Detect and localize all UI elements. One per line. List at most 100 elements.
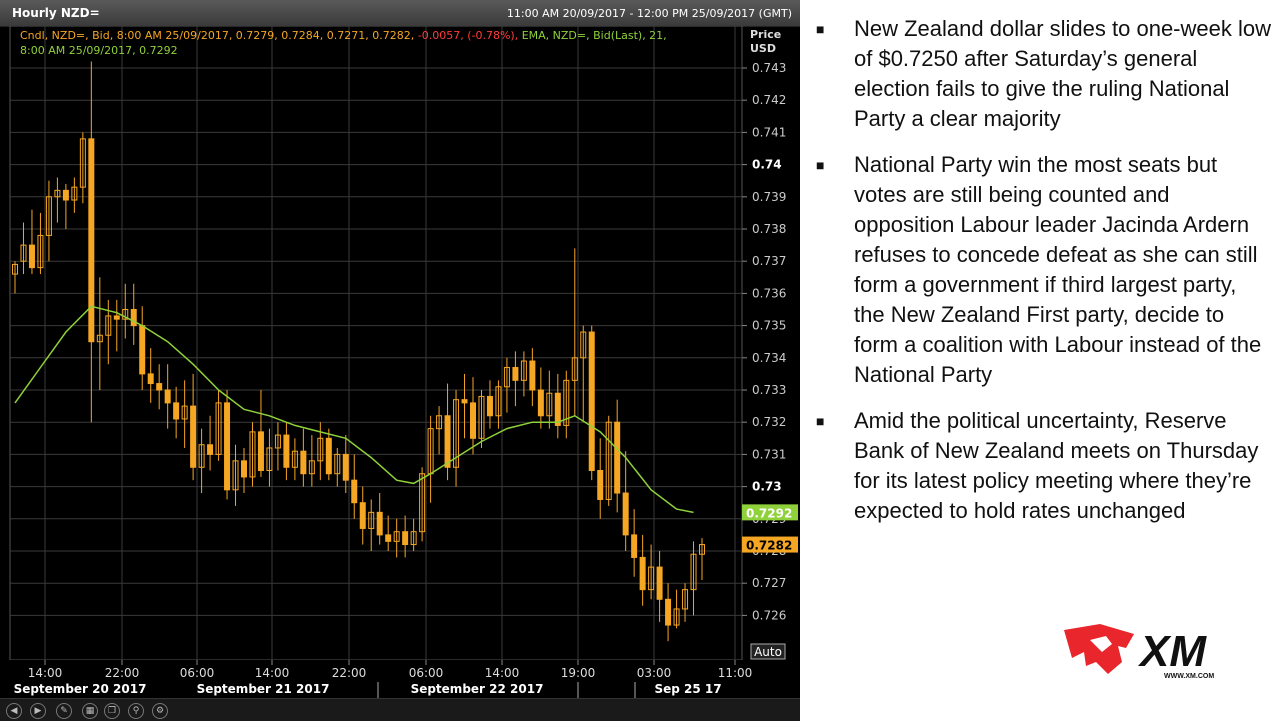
bullet-marker-icon: ■ [816,21,825,37]
candle-body [96,334,103,343]
chart-panel: Hourly NZD= 11:00 AM 20/09/2017 - 12:00 … [0,0,800,721]
candle-body [622,492,629,536]
candle-body [257,431,264,471]
back-icon[interactable]: ◀ [6,703,22,719]
candle-body [37,234,44,269]
candle-body [571,357,578,381]
candle-body [224,402,231,491]
y-tick-label: 0.736 [752,286,786,300]
y-tick-label: 0.738 [752,222,786,236]
legend-candle: Cndl, NZD=, Bid, 8:00 AM 25/09/2017, 0.7… [20,29,667,42]
xm-logo: XM WWW.XM.COM [1064,624,1214,680]
bullet-marker-icon: ■ [816,157,825,173]
y-tick-label: 0.732 [752,415,786,429]
x-date-label: September 21 2017 [197,682,330,696]
y-tick-label: 0.726 [752,608,786,622]
candle-body [682,589,689,610]
candle-body [453,399,460,468]
forward-icon[interactable]: ▶ [30,703,46,719]
x-tick-label: 22:00 [332,666,367,680]
candle-body [368,511,375,529]
candle-body [520,360,527,381]
y-tick-label: 0.73 [752,480,782,494]
legend-change-text: -0.0057, (-0.78%), [417,29,519,42]
legend-ema-text: EMA, NZD=, Bid(Last), 21, [521,29,667,42]
settings-icon[interactable]: ⚙ [152,703,168,719]
candle-body [614,421,621,494]
legend-ema: 8:00 AM 25/09/2017, 0.7292 [20,44,178,57]
x-tick-label: 22:00 [105,666,140,680]
candle-body [512,366,519,381]
x-date-label: Sep 25 17 [654,682,721,696]
legend-ema-value: 8:00 AM 25/09/2017, 0.7292 [20,44,178,57]
x-tick-label: 06:00 [180,666,215,680]
candle-body [478,395,485,439]
candle-body [385,534,392,542]
ema-last-label: 0.7292 [746,506,792,520]
candle-body [563,379,570,426]
chart-window-header: Hourly NZD= 11:00 AM 20/09/2017 - 12:00 … [0,0,800,27]
auto-scale-label: Auto [754,645,782,659]
y-tick-label: 0.739 [752,190,786,204]
candle-body [139,325,146,375]
logo-brand-text: XM [1137,627,1207,676]
candle-body [410,531,417,546]
candle-body [673,608,680,626]
candlestick-chart[interactable]: 0.743 0.742 0.741 0.74 0.739 0.738 0.737 0.736 0… [0,26,800,698]
candle-body [300,450,307,475]
candle-body [580,331,587,359]
candle-body [537,389,544,417]
candle-body [190,405,197,468]
candle-body [62,189,69,201]
candle-body [461,399,468,404]
candle-body [648,566,655,591]
candle-body [495,386,502,417]
y-tick-label: 0.731 [752,447,786,461]
candle-body [342,453,349,481]
bullet-marker-icon: ■ [816,413,825,429]
candle-body [249,431,256,478]
candle-body [393,531,400,542]
y-tick-label: 0.742 [752,93,786,107]
chart-toolbar: ◀ ▶ ✎ ▦ ❐ ⚲ ⚙ [0,698,800,721]
chart-window-title: Hourly NZD= [12,6,100,20]
layout-icon[interactable]: ▦ [82,703,98,719]
candle-body [173,402,180,420]
candle-body [605,421,612,500]
bull-head-icon [1064,624,1134,674]
commentary-list: ■ New Zealand dollar slides to one-week … [812,14,1272,542]
price-axis-unit: USD [750,42,776,55]
draw-icon[interactable]: ✎ [56,703,72,719]
candle-body [317,437,324,462]
candle-body [631,534,638,558]
legend-candle-text: Cndl, NZD=, Bid, 8:00 AM 25/09/2017, 0.7… [20,29,415,42]
candle-body [486,395,493,417]
y-tick-label: 0.733 [752,383,786,397]
ema-last-label-bg [742,504,798,521]
x-tick-label: 06:00 [409,666,444,680]
y-tick-label: 0.727 [752,576,786,590]
candle-body [105,315,112,336]
candle-body [554,392,561,426]
candle-body [359,502,366,529]
copy-icon[interactable]: ❐ [104,703,120,719]
x-tick-label: 14:00 [485,666,520,680]
auto-scale-button[interactable]: Auto [750,643,786,660]
candle-body [436,415,443,430]
candle-body [147,373,154,385]
y-tick-label: 0.743 [752,61,786,75]
y-tick-label: 0.737 [752,254,786,268]
candle-body [20,244,27,262]
candle-body [656,566,663,600]
bullet-item: ■ New Zealand dollar slides to one-week … [812,14,1272,134]
zoom-icon[interactable]: ⚲ [128,703,144,719]
candle-body [334,453,341,475]
candle-body [54,189,61,198]
close-last-label-bg [742,536,798,553]
candle-body [113,315,120,320]
candle-body [130,309,137,327]
candle-body [546,392,553,417]
candle-body [419,473,426,533]
x-date-label: September 22 2017 [411,682,544,696]
candle-body [198,444,205,468]
